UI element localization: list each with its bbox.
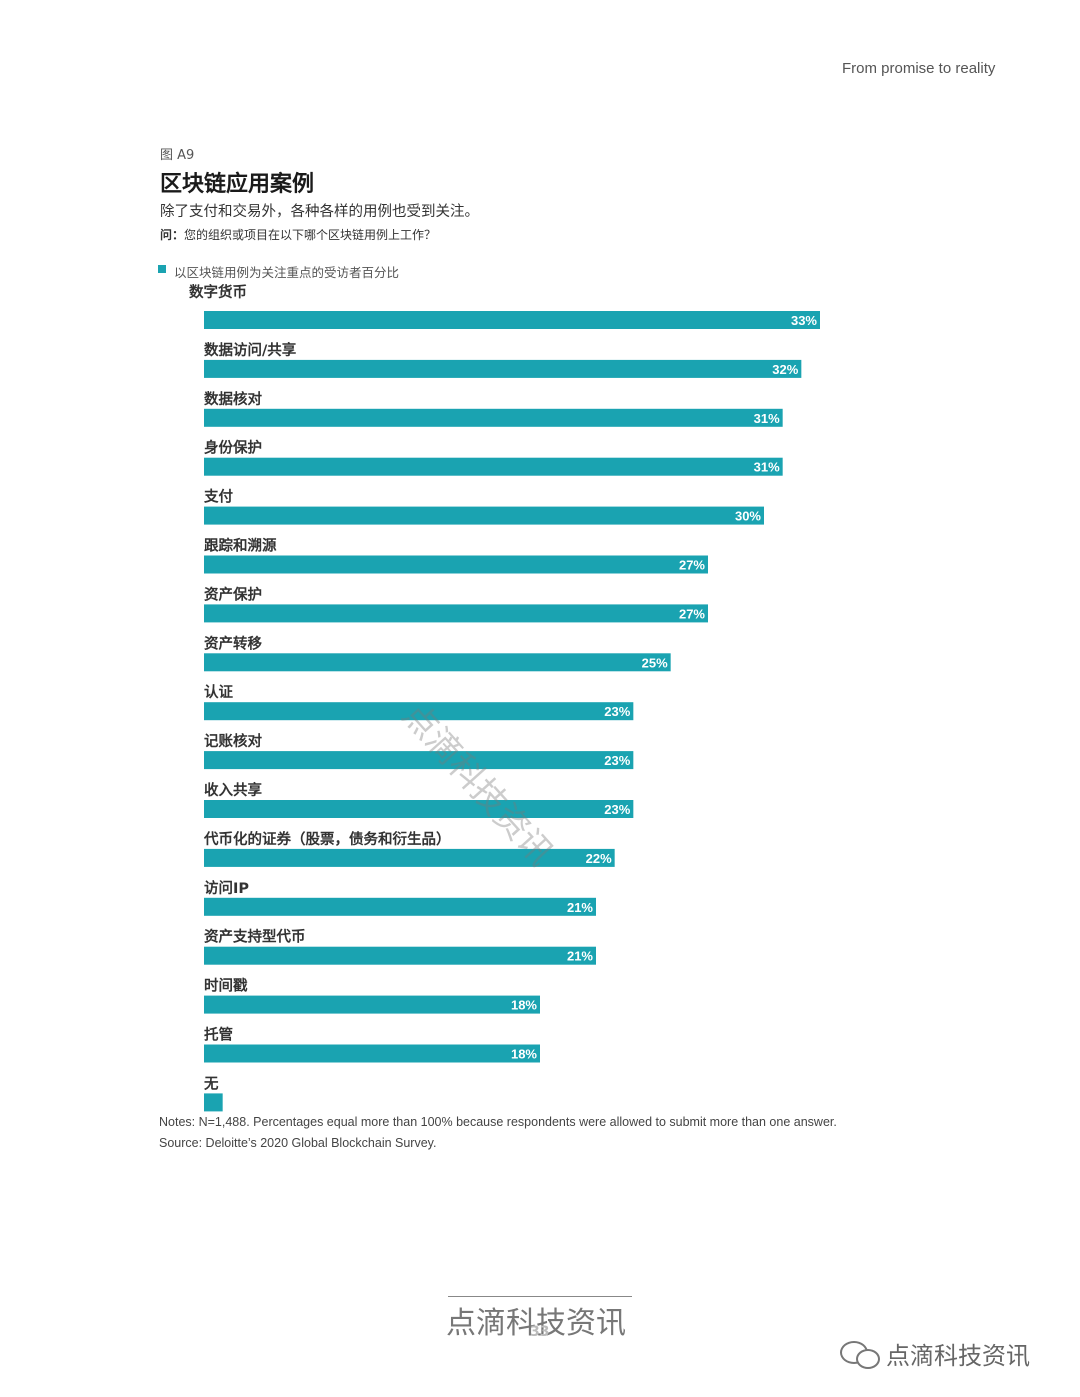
bar (204, 751, 634, 770)
bar (204, 604, 708, 623)
value-label: 30% (735, 509, 761, 524)
bar (204, 408, 783, 427)
value-label: 25% (642, 655, 668, 670)
category-label: 收入共享 (204, 781, 262, 799)
bar (204, 702, 634, 721)
value-label: 27% (679, 558, 705, 573)
value-label: 32% (772, 362, 798, 377)
source-text: Source: Deloitte’s 2020 Global Blockchai… (159, 1136, 437, 1150)
footer-watermark: 点滴科技资讯 (446, 1306, 626, 1341)
figure-subtitle: 除了支付和交易外，各种各样的用例也受到关注。 (160, 204, 479, 220)
category-label: 跟踪和溯源 (204, 537, 277, 555)
legend-swatch (158, 264, 166, 273)
legend-label: 以区块链用例为关注重点的受访者百分比 (174, 265, 400, 280)
category-label: 资产支持型代币 (204, 928, 306, 946)
bar (204, 848, 615, 867)
category-label: 资产保护 (204, 585, 262, 603)
bar (204, 1044, 540, 1063)
value-label: 23% (604, 802, 630, 817)
category-label: 托管 (204, 1026, 233, 1044)
value-label: 18% (511, 1047, 537, 1062)
bar (204, 946, 596, 965)
bar (204, 897, 596, 916)
category-label: 身份保护 (204, 439, 262, 457)
question-text: 您的组织或项目在以下哪个区块链用例上工作？ (184, 228, 437, 242)
value-label: 22% (586, 851, 612, 866)
corner-watermark-text: 点滴科技资讯 (886, 1342, 1030, 1370)
bar (204, 359, 802, 378)
figure-label: 图 A9 (160, 148, 195, 163)
wechat-icon (838, 1339, 882, 1369)
value-label: 23% (604, 704, 630, 719)
value-label: 21% (567, 900, 593, 915)
notes-text: Notes: N=1,488. Percentages equal more t… (159, 1115, 837, 1129)
footer-rule (448, 1296, 632, 1297)
category-label: 数据访问/共享 (204, 341, 297, 359)
bar (204, 311, 820, 329)
value-label: 27% (679, 606, 705, 621)
category-label: 时间戳 (204, 977, 248, 995)
category-label: 代币化的证券（股票，债务和衍生品） (203, 830, 451, 848)
page-number: 33 (530, 1324, 550, 1340)
value-label: 18% (511, 998, 537, 1013)
category-label: 支付 (204, 488, 233, 506)
bar (204, 457, 783, 476)
value-label: 31% (754, 411, 780, 426)
value-label: 33% (791, 313, 817, 328)
figure-notes: Notes: N=1,488. Percentages equal more t… (159, 1112, 837, 1154)
question-prefix: 问： (160, 228, 185, 242)
category-label: 认证 (204, 683, 233, 701)
running-title: From promise to reality (842, 60, 996, 77)
category-label: 记账核对 (204, 732, 262, 750)
category-label: 数据核对 (204, 390, 262, 408)
category-label: 无 (204, 1075, 219, 1092)
category-label: 数字货币 (189, 283, 247, 301)
bar (204, 800, 634, 818)
chart-legend: 以区块链用例为关注重点的受访者百分比 (158, 262, 399, 281)
bar (204, 653, 671, 672)
bar (204, 995, 540, 1014)
figure-title: 区块链应用案例 (160, 172, 315, 197)
bar (204, 1093, 223, 1112)
bar (204, 555, 708, 574)
value-label: 21% (567, 949, 593, 964)
corner-watermark: 点滴科技资讯 (838, 1336, 1030, 1371)
survey-question: 问：您的组织或项目在以下哪个区块链用例上工作？ (160, 226, 436, 243)
value-label: 31% (754, 460, 780, 475)
bar (204, 506, 764, 525)
value-label: 23% (604, 753, 630, 768)
category-label: 资产转移 (204, 634, 262, 652)
category-label: 访问IP (204, 879, 249, 897)
